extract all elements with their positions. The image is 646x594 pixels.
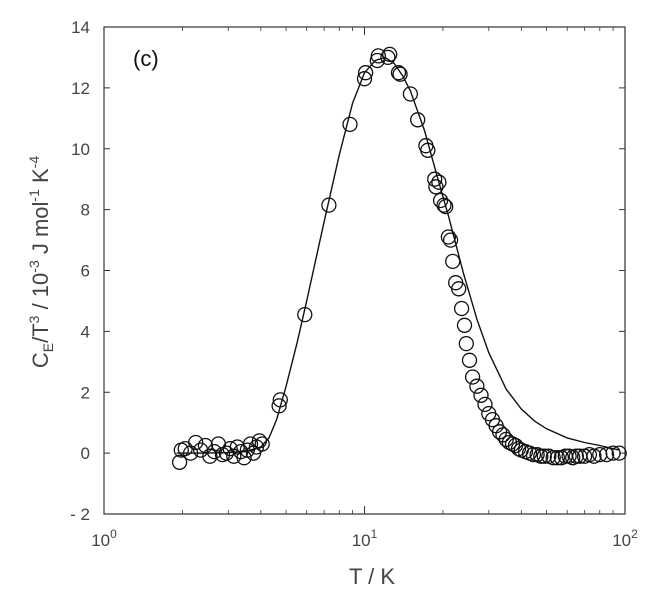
- data-point: [442, 232, 459, 248]
- data-point: [432, 192, 449, 209]
- data-point: [410, 112, 426, 128]
- data-point: [461, 352, 478, 368]
- data-point: [370, 48, 386, 64]
- y-axis-label-sup-3: -1: [26, 189, 42, 202]
- fit-curve: [176, 56, 620, 454]
- x-tick-label: 102: [612, 527, 638, 550]
- data-point: [464, 369, 481, 385]
- data-point: [236, 450, 252, 466]
- y-axis-label-mid: / 10: [28, 273, 53, 316]
- y-axis-label-k: K: [28, 168, 53, 189]
- y-tick-label: - 2: [70, 505, 90, 524]
- y-tick-label: 4: [81, 322, 90, 341]
- data-point: [598, 446, 615, 463]
- data-point: [392, 66, 408, 82]
- x-tick-label: 100: [91, 527, 117, 550]
- data-point: [427, 171, 443, 187]
- data-point: [440, 229, 457, 245]
- y-axis-label: CE/T3 / 10-3 J mol-1 K-4: [26, 156, 56, 368]
- y-tick-label: 14: [71, 18, 90, 37]
- data-point: [390, 65, 407, 81]
- x-tick-label: 101: [352, 527, 378, 550]
- data-point: [431, 174, 447, 190]
- data-point: [533, 448, 549, 464]
- data-point: [525, 446, 542, 463]
- y-axis-label-c: C: [28, 352, 53, 368]
- data-point: [297, 306, 313, 323]
- data-point: [356, 71, 373, 87]
- y-axis-label-sub: E: [40, 343, 56, 352]
- y-axis-label-sup-2: -3: [26, 260, 42, 273]
- data-point: [271, 398, 287, 414]
- data-point: [469, 378, 485, 394]
- y-axis-label-sup-4: -4: [26, 156, 42, 169]
- data-point: [536, 448, 552, 464]
- data-point: [586, 448, 602, 464]
- data-point: [438, 198, 454, 215]
- data-point: [420, 142, 436, 158]
- data-point: [436, 197, 452, 213]
- data-point: [188, 434, 204, 451]
- data-point: [202, 448, 218, 464]
- y-tick-label: 12: [71, 79, 90, 98]
- y-axis-label-t: /T: [28, 323, 53, 343]
- data-point: [342, 116, 358, 133]
- data-point: [382, 46, 398, 63]
- data-point: [251, 433, 268, 449]
- data-point: [611, 445, 627, 461]
- y-axis-label-sup-1: 3: [26, 315, 42, 323]
- data-point: [453, 300, 470, 317]
- data-point: [451, 281, 467, 297]
- y-tick-label: 10: [71, 140, 90, 159]
- data-point: [171, 454, 188, 470]
- x-axis-label: T / K: [349, 564, 395, 589]
- data-point: [545, 450, 561, 466]
- data-point: [254, 436, 270, 452]
- y-tick-label: 6: [81, 262, 90, 281]
- data-point: [182, 445, 199, 461]
- data-point: [380, 49, 396, 66]
- data-point: [357, 65, 374, 81]
- plot-frame: [103, 26, 626, 515]
- y-axis-label-unit: J mol: [28, 202, 53, 261]
- data-point: [222, 440, 238, 457]
- data-point: [206, 443, 222, 460]
- data-point: [458, 335, 474, 352]
- data-point: [605, 445, 621, 461]
- data-point: [473, 387, 489, 403]
- y-tick-label: 8: [81, 201, 90, 220]
- data-point: [456, 317, 473, 333]
- data-point: [477, 396, 493, 413]
- y-tick-label: 0: [81, 444, 90, 463]
- panel-label: (c): [133, 46, 159, 71]
- data-point: [428, 179, 444, 195]
- y-tick-label: 2: [81, 383, 90, 402]
- data-point: [321, 197, 337, 213]
- data-point: [272, 392, 288, 408]
- data-point: [568, 448, 584, 464]
- data-point: [402, 86, 419, 102]
- data-point: [510, 440, 527, 457]
- data-point: [445, 253, 461, 270]
- data-point: [549, 450, 566, 466]
